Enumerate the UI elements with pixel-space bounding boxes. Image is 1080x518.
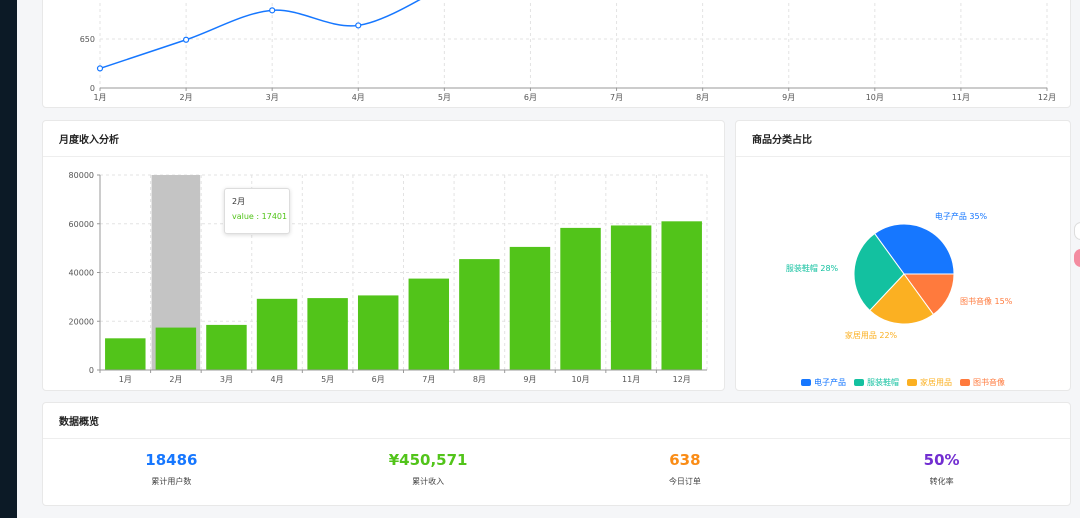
stat-value: ¥450,571: [388, 451, 468, 469]
bar[interactable]: [459, 259, 500, 370]
x-tick-label: 1月: [93, 93, 106, 102]
y-tick-label: 60000: [69, 220, 94, 229]
x-tick-label: 5月: [321, 375, 334, 384]
legend-label: 服装鞋帽: [867, 378, 899, 387]
bar[interactable]: [661, 221, 702, 370]
pie-slice[interactable]: [853, 232, 905, 312]
pie-slice-label: 家居用品 22%: [845, 330, 898, 340]
y-tick-label: 80000: [69, 171, 94, 180]
legend-label: 图书音像: [973, 378, 1005, 387]
y-tick-label: 650: [80, 35, 95, 44]
tooltip-title: 2月: [232, 197, 246, 206]
stat-value: 50%: [923, 451, 960, 469]
line-point[interactable]: [355, 22, 362, 29]
legend-swatch: [960, 379, 970, 386]
stat-label: 累计收入: [412, 477, 445, 486]
x-tick-label: 3月: [220, 375, 233, 384]
floating-tool-handle[interactable]: [1074, 222, 1080, 240]
bar[interactable]: [206, 324, 247, 370]
stat-conversion-rate: 50% 转化率: [813, 451, 1070, 487]
legend-item[interactable]: 电子产品: [801, 377, 846, 388]
pie-slice[interactable]: [873, 223, 955, 275]
bar[interactable]: [307, 298, 348, 370]
x-tick-label: 12月: [673, 375, 691, 384]
y-tick-label: 20000: [69, 317, 94, 326]
y-tick-label: 40000: [69, 269, 94, 278]
legend-label: 家居用品: [920, 378, 952, 387]
x-tick-label: 8月: [696, 93, 709, 102]
stat-label: 今日订单: [668, 477, 701, 486]
stat-total-revenue: ¥450,571 累计收入: [300, 451, 557, 487]
pie-slice-label: 服装鞋帽 28%: [786, 263, 839, 273]
x-tick-label: 6月: [524, 93, 537, 102]
x-tick-label: 11月: [952, 93, 970, 102]
line-point[interactable]: [96, 65, 104, 72]
overview-title: 数据概览: [43, 403, 1070, 439]
x-tick-label: 11月: [622, 375, 640, 384]
pie-slice-label: 电子产品 35%: [935, 211, 988, 221]
y-tick-label: 0: [89, 366, 94, 375]
bar[interactable]: [610, 225, 652, 370]
legend-label: 电子产品: [814, 378, 846, 387]
line-chart-card: 1月 2月 3月 4月 5月 6月 7月 8月 9月 10月 11月 12月 650 0: [42, 0, 1071, 108]
line-point[interactable]: [269, 7, 276, 14]
bar[interactable]: [155, 327, 197, 370]
x-tick-label: 8月: [473, 375, 486, 384]
y-tick-label: 0: [90, 84, 95, 93]
category-share-title: 商品分类占比: [736, 121, 1070, 157]
revenue-chart-title: 月度收入分析: [43, 121, 724, 157]
bar[interactable]: [105, 338, 146, 370]
bar-chart: 0 20000 40000 60000 80000 1月 2月 3月 4月 5月 6月 7月 8月 9月 1…: [69, 171, 708, 384]
stat-value: 638: [669, 451, 701, 469]
x-tick-label: 6月: [372, 375, 385, 384]
legend-item[interactable]: 图书音像: [960, 377, 1005, 388]
stats-row: 18486 累计用户数 ¥450,571 累计收入 638 今日订单 50% 转…: [43, 451, 1070, 487]
x-tick-label: 2月: [169, 375, 182, 384]
x-tick-label: 2月: [180, 93, 193, 102]
pie-legend: 电子产品 服装鞋帽 家居用品 图书音像: [736, 377, 1070, 388]
legend-swatch: [801, 379, 811, 386]
x-tick-label: 7月: [422, 375, 435, 384]
x-tick-label: 3月: [266, 93, 279, 102]
legend-item[interactable]: 服装鞋帽: [854, 377, 899, 388]
bar[interactable]: [357, 295, 399, 370]
pie-slice-label: 图书音像 15%: [960, 296, 1013, 306]
x-tick-label: 9月: [523, 375, 536, 384]
x-tick-label: 12月: [1038, 93, 1056, 102]
x-tick-label: 10月: [866, 93, 884, 102]
legend-swatch: [907, 379, 917, 386]
legend-swatch: [854, 379, 864, 386]
line-point[interactable]: [182, 36, 190, 43]
x-tick-label: 4月: [352, 93, 365, 102]
x-tick-label: 10月: [571, 375, 589, 384]
pie-chart: 电子产品 35% 图书音像 15% 家居用品 22% 服装鞋帽 28%: [786, 211, 1013, 340]
stat-value: 18486: [145, 451, 198, 469]
pie-slice[interactable]: [869, 273, 935, 325]
x-tick-label: 9月: [782, 93, 795, 102]
chart-tooltip: 2月 value : 17401: [224, 188, 290, 234]
x-tick-label: 5月: [438, 93, 451, 102]
stat-today-orders: 638 今日订单: [557, 451, 814, 487]
x-tick-label: 7月: [610, 93, 623, 102]
tooltip-value: value : 17401: [232, 212, 288, 221]
line-chart: 1月 2月 3月 4月 5月 6月 7月 8月 9月 10月 11月 12月 650 0: [80, 0, 1056, 102]
stat-label: 累计用户数: [151, 477, 192, 486]
x-tick-label: 1月: [119, 375, 132, 384]
stat-total-users: 18486 累计用户数: [43, 451, 300, 487]
bar[interactable]: [408, 278, 450, 370]
floating-assistant-icon[interactable]: [1074, 249, 1080, 267]
stat-label: 转化率: [929, 477, 954, 486]
x-tick-label: 4月: [270, 375, 283, 384]
revenue-chart-card: 月度收入分析 0 20000 40000 60000 80000 1月 2月 3月 4月 5月 6月…: [42, 120, 725, 391]
legend-item[interactable]: 家居用品: [907, 377, 952, 388]
overview-card: 数据概览 18486 累计用户数 ¥450,571 累计收入 638 今日订单 …: [42, 402, 1071, 506]
bar[interactable]: [560, 227, 601, 370]
bar[interactable]: [256, 298, 298, 370]
sidebar-edge: [0, 0, 17, 518]
category-share-card: 商品分类占比 电子产品 35% 图书音像 15% 家居用品 22% 服装鞋帽 28% …: [735, 120, 1071, 391]
bar[interactable]: [509, 246, 551, 370]
